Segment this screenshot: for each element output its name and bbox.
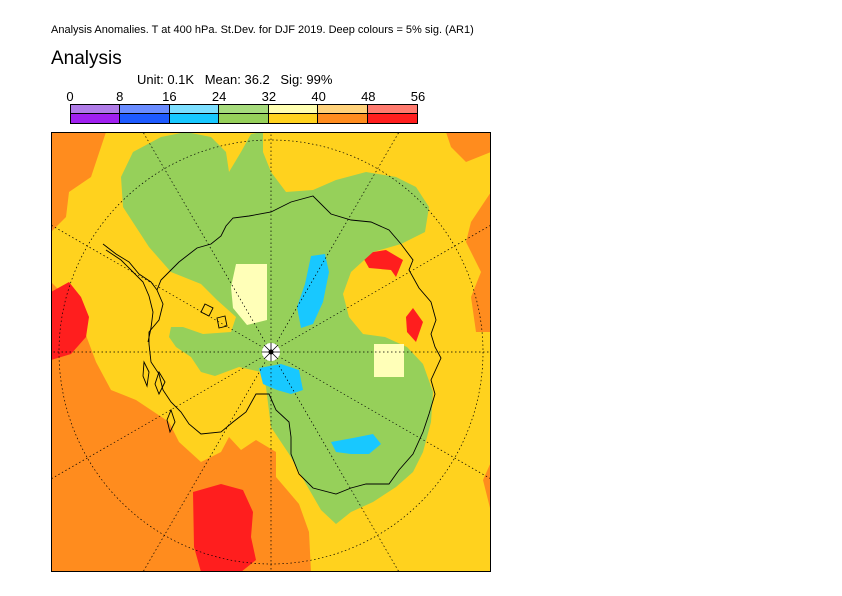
coastline — [216, 315, 228, 329]
colorbar-swatch-deep — [120, 114, 170, 123]
meridian-line — [270, 132, 400, 353]
field-cyan — [297, 254, 329, 328]
field-cyan — [331, 434, 381, 454]
coastline — [105, 249, 154, 343]
colorbar-swatch-light — [120, 105, 170, 114]
field-cyan — [259, 364, 303, 394]
field-yellow — [171, 382, 203, 414]
colorbar-swatch-deep — [268, 114, 319, 123]
colorbar-swatch-deep — [71, 114, 121, 123]
field-green — [121, 132, 433, 524]
colorbar-tick: 0 — [66, 89, 74, 104]
field-red — [361, 250, 403, 277]
colorbar-swatch-light — [71, 105, 121, 114]
colorbar-tick: 48 — [361, 89, 376, 104]
field-pale — [231, 264, 267, 325]
colorbar-swatch-deep — [219, 114, 269, 123]
mean-label: Mean: 36.2 — [204, 72, 270, 87]
colorbar-tick: 16 — [162, 89, 177, 104]
colorbar-tick: 24 — [211, 89, 227, 104]
colorbar-swatch-deep — [318, 114, 368, 123]
colorbar-tick: 56 — [410, 89, 426, 104]
field-red — [193, 484, 256, 572]
coastline — [142, 360, 150, 388]
field-red — [406, 308, 423, 342]
colorbar-tick: 8 — [116, 89, 124, 104]
coastline — [166, 408, 176, 434]
colorbar-swatch-light — [318, 105, 368, 114]
coastline — [148, 195, 442, 495]
colorbar-swatch-light — [169, 105, 220, 114]
meridian-line — [142, 132, 272, 353]
colorbar — [70, 104, 418, 124]
field-red — [51, 282, 89, 360]
meridian-line — [270, 351, 400, 572]
panel-heading: Analysis — [51, 48, 122, 69]
anomaly-map — [51, 132, 491, 572]
figure-title: Analysis Anomalies. T at 400 hPa. St.Dev… — [51, 24, 474, 36]
colorbar-swatch-light — [268, 105, 319, 114]
map-frame — [51, 132, 491, 572]
colorbar-tick: 40 — [311, 89, 326, 104]
meridian-line — [142, 351, 272, 572]
field-pale — [374, 344, 404, 377]
coastline — [154, 370, 166, 396]
colorbar-swatch-deep — [367, 114, 417, 123]
colorbar-tick: 32 — [261, 89, 277, 104]
coastline — [200, 303, 214, 317]
unit-label: Unit: 0.1K — [137, 72, 195, 87]
stats-line: Unit: 0.1K Mean: 36.2 Sig: 99% — [137, 72, 339, 87]
colorbar-swatch-light — [219, 105, 269, 114]
sig-label: Sig: 99% — [280, 72, 333, 87]
colorbar-ticks: 0 8 16 24 32 40 48 56 — [66, 89, 425, 104]
colorbar-swatch-deep — [169, 114, 220, 123]
colorbar-swatch-light — [367, 105, 417, 114]
